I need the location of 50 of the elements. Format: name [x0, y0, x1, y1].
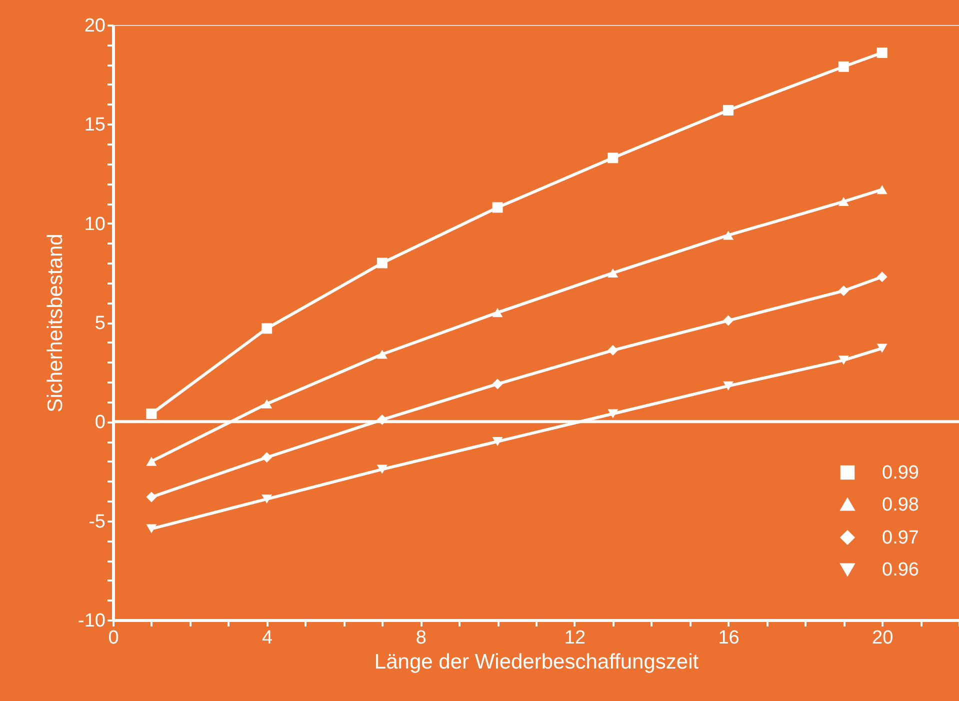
- x-tick-label: 0: [108, 628, 119, 648]
- x-tick-label: 8: [416, 628, 426, 648]
- y-tick-label: 5: [94, 313, 106, 334]
- point: [723, 105, 734, 116]
- y-tick-label: 20: [84, 16, 106, 36]
- legend-label: 0.96: [882, 560, 919, 580]
- point: [838, 61, 849, 72]
- legend-label: 0.98: [882, 494, 919, 516]
- point: [492, 378, 503, 390]
- y-tick-label: 15: [84, 114, 106, 136]
- x-axis-title: Länge der Wiederbeschaffungszeit: [374, 650, 699, 674]
- point: [492, 202, 503, 213]
- point: [376, 350, 388, 359]
- point: [262, 323, 272, 334]
- y-tick-label: -10: [78, 610, 106, 632]
- point: [608, 268, 618, 278]
- legend-label: 0.97: [882, 528, 919, 548]
- point: [876, 344, 888, 353]
- point: [146, 492, 157, 502]
- point: [723, 381, 734, 391]
- point: [838, 196, 849, 206]
- point: [876, 185, 888, 194]
- y-tick-label: 10: [84, 214, 106, 235]
- point: [838, 286, 849, 296]
- point: [146, 456, 157, 466]
- x-tick-label: 20: [872, 628, 894, 648]
- point: [376, 464, 388, 474]
- point: [608, 152, 618, 164]
- point: [723, 230, 734, 240]
- point: [376, 258, 388, 268]
- point: [608, 409, 618, 418]
- point: [876, 272, 888, 282]
- point: [146, 524, 157, 534]
- y-tick-label: 0: [94, 412, 106, 434]
- point: [146, 408, 157, 419]
- x-tick-label: 12: [564, 628, 586, 648]
- point: [262, 452, 272, 463]
- point: [876, 48, 888, 58]
- point: [492, 308, 503, 318]
- x-tick-label: 16: [718, 628, 740, 648]
- legend-label: 0.99: [882, 462, 919, 484]
- point: [608, 345, 618, 356]
- point: [492, 436, 503, 446]
- point: [838, 356, 849, 365]
- point: [262, 494, 272, 504]
- x-tick-label: 4: [262, 628, 274, 648]
- point: [262, 399, 272, 408]
- y-tick-label: -5: [88, 511, 106, 532]
- point: [723, 315, 734, 326]
- y-axis-title: Sicherheitsbestand: [44, 234, 68, 412]
